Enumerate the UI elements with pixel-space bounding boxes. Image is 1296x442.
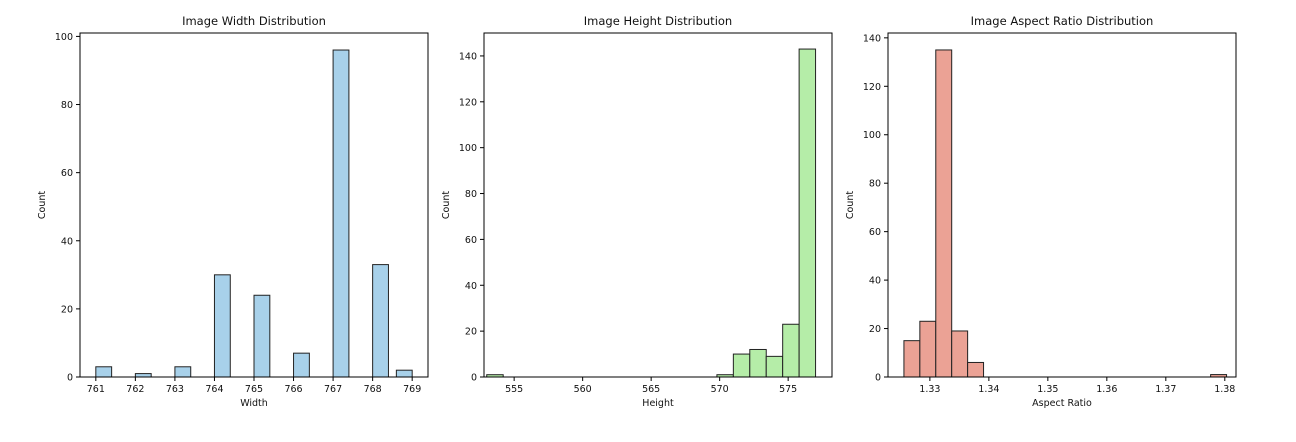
width-xtick-label-0: 761 (87, 384, 105, 395)
width-ytick-label-3: 60 (61, 168, 73, 179)
aspect-ratio-ytick-label-2: 40 (869, 276, 881, 287)
width-bar-3 (213, 274, 231, 378)
aspect-ratio-ytick-label-3: 60 (869, 227, 881, 238)
width-bar-6 (332, 49, 350, 378)
width-ytick-label-1: 20 (61, 304, 73, 315)
height-chart-title: Image Height Distribution (584, 14, 732, 28)
width-xtick-label-5: 766 (284, 384, 302, 395)
aspect-ratio-ytick-label-6: 120 (863, 82, 881, 93)
width-ytick-label-4: 80 (61, 100, 73, 111)
height-ytick-label-6: 120 (459, 97, 477, 108)
aspect-ratio-xtick-label-3: 1.36 (1096, 384, 1117, 395)
width-y-axis-label: Count (37, 191, 48, 219)
aspect-ratio-bar-0 (903, 340, 921, 378)
width-bar-1 (134, 373, 152, 378)
width-chart-title: Image Width Distribution (182, 14, 326, 28)
width-bar-7 (372, 264, 389, 378)
aspect-ratio-bar-4 (967, 361, 985, 378)
width-xtick-label-7: 768 (364, 384, 382, 395)
width-xtick-label-6: 767 (324, 384, 342, 395)
aspect-ratio-x-axis-label: Aspect Ratio (1032, 398, 1092, 409)
aspect-ratio-ytick-label-5: 100 (863, 130, 881, 141)
aspect-ratio-ytick-label-0: 0 (875, 373, 881, 384)
aspect-ratio-bar-1 (919, 320, 937, 378)
width-ytick-label-0: 0 (67, 373, 73, 384)
height-xtick-label-0: 555 (505, 384, 523, 395)
aspect-ratio-chart-title: Image Aspect Ratio Distribution (971, 14, 1154, 28)
aspect-ratio-chart: 1.33 1.34 1.35 1.36 1.37 1.38 0 20 40 60 80 100 120 1… (845, 14, 1237, 409)
height-bar-3 (749, 348, 767, 378)
height-xtick-label-4: 575 (779, 384, 797, 395)
height-bar-5 (782, 323, 800, 378)
width-bar-2 (174, 366, 192, 378)
height-bar-2 (732, 353, 751, 378)
height-ytick-label-7: 140 (459, 51, 477, 62)
width-chart: 761 762 763 764 765 766 767 768 769 0 20 40 60 80 100 I… (37, 14, 429, 409)
height-xtick-label-1: 560 (574, 384, 592, 395)
height-ytick-label-2: 40 (465, 281, 477, 292)
width-x-axis-label: Width (240, 398, 268, 409)
aspect-ratio-xtick-label-0: 1.33 (919, 384, 940, 395)
width-xtick-label-3: 764 (205, 384, 223, 395)
width-bar-0 (95, 366, 113, 378)
height-ytick-label-4: 80 (465, 189, 477, 200)
aspect-ratio-xtick-label-1: 1.34 (978, 384, 999, 395)
height-chart: 555 560 565 570 575 0 20 40 60 80 100 120 140 Image H… (441, 14, 833, 409)
height-ytick-label-0: 0 (471, 373, 477, 384)
height-axes-frame (483, 32, 833, 378)
aspect-ratio-axes-frame (887, 32, 1237, 378)
height-ytick-label-1: 20 (465, 327, 477, 338)
aspect-ratio-xtick-label-5: 1.38 (1214, 384, 1235, 395)
height-bar-4 (765, 355, 784, 378)
width-xtick-label-8: 769 (403, 384, 421, 395)
width-xtick-label-4: 765 (245, 384, 263, 395)
width-bar-8 (395, 369, 413, 378)
width-bar-5 (293, 352, 310, 378)
height-y-axis-label: Count (441, 191, 452, 219)
aspect-ratio-y-axis-label: Count (845, 191, 856, 219)
height-x-axis-label: Height (642, 398, 674, 409)
aspect-ratio-bar-2 (935, 49, 953, 378)
aspect-ratio-xtick-label-4: 1.37 (1155, 384, 1176, 395)
height-ytick-label-3: 60 (465, 235, 477, 246)
width-xtick-label-2: 763 (166, 384, 184, 395)
width-bar-4 (253, 294, 271, 378)
aspect-ratio-ytick-label-1: 20 (869, 324, 881, 335)
height-ytick-label-5: 100 (459, 143, 477, 154)
width-ytick-label-5: 100 (55, 32, 73, 43)
height-bar-6 (798, 48, 817, 378)
aspect-ratio-ytick-label-4: 80 (869, 179, 881, 190)
width-ytick-label-2: 40 (61, 236, 73, 247)
height-xtick-label-3: 570 (711, 384, 729, 395)
aspect-ratio-ytick-label-7: 140 (863, 33, 881, 44)
aspect-ratio-xtick-label-2: 1.35 (1037, 384, 1058, 395)
aspect-ratio-bar-3 (951, 330, 969, 378)
height-xtick-label-2: 565 (642, 384, 660, 395)
width-xtick-label-1: 762 (126, 384, 144, 395)
